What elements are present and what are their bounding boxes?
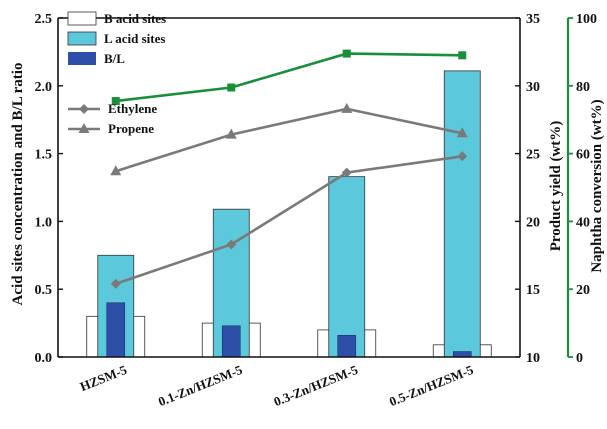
bars-layer xyxy=(86,70,492,358)
left-tick-label: 1.0 xyxy=(35,215,53,230)
right1-tick-label: 30 xyxy=(526,80,540,95)
right-axis-1-title: Product yield (wt%) xyxy=(548,121,564,252)
left-axis-title: Acid sites concentration and B/L ratio xyxy=(10,63,26,306)
right2-tick-label: 100 xyxy=(576,12,597,27)
right2-tick-label: 0 xyxy=(576,351,583,366)
right1-tick-label: 15 xyxy=(526,283,540,298)
legend-marker-ethylene xyxy=(79,104,89,114)
category-label: 0.5-Zn/HZSM-5 xyxy=(387,362,476,410)
left-tick-label: 2.5 xyxy=(35,12,53,27)
legend-label-bl: B/L xyxy=(104,51,125,66)
right2-tick-label: 80 xyxy=(576,80,590,95)
legend-label-l-acid: L acid sites xyxy=(104,31,165,46)
right2-tick-label: 40 xyxy=(576,215,590,230)
left-tick-label: 0.5 xyxy=(35,283,53,298)
right2-tick-label: 20 xyxy=(576,283,590,298)
left-tick-label: 1.5 xyxy=(35,148,53,163)
left-tick-label: 2.0 xyxy=(35,80,53,95)
point-propene xyxy=(341,102,353,113)
right1-tick-label: 25 xyxy=(526,148,540,163)
line-series-ethylene xyxy=(115,155,463,286)
left-tick-label: 0.0 xyxy=(35,351,53,366)
point-naphtha-conversion xyxy=(342,49,351,58)
right1-tick-label: 35 xyxy=(526,12,540,27)
point-ethylene xyxy=(457,151,468,162)
legend-label-ethylene: Ethylene xyxy=(108,101,157,116)
lines-layer xyxy=(110,49,468,289)
point-propene xyxy=(225,128,237,139)
right-axis-2-title: Naphtha conversion (wt%) xyxy=(589,99,605,272)
legend: B acid sites L acid sites B/L Ethylene Prope… xyxy=(67,11,166,136)
bar-b-l-ratio xyxy=(106,302,126,358)
point-naphtha-conversion xyxy=(227,83,236,92)
point-naphtha-conversion xyxy=(458,51,467,60)
point-propene xyxy=(456,127,468,138)
legend-label-propene: Propene xyxy=(108,121,154,136)
line-series-propene xyxy=(115,107,463,173)
right1-tick-label: 10 xyxy=(526,351,540,366)
line-series-naphtha-conversion xyxy=(115,52,463,103)
bar-b-l-ratio xyxy=(337,335,357,358)
bar-b-l-ratio xyxy=(452,351,472,358)
right2-tick-label: 60 xyxy=(576,148,590,163)
legend-swatch-b-acid xyxy=(67,11,97,26)
point-naphtha-conversion xyxy=(111,97,120,106)
point-ethylene xyxy=(341,167,352,178)
bar-l-acid-sites xyxy=(328,176,366,358)
point-propene xyxy=(110,165,122,176)
point-ethylene xyxy=(110,278,121,289)
bar-b-l-ratio xyxy=(221,325,241,358)
bar-l-acid-sites xyxy=(443,70,481,358)
category-label: 0.1-Zn/HZSM-5 xyxy=(156,362,245,410)
legend-swatch-bl xyxy=(68,52,96,65)
category-label: HZSM-5 xyxy=(78,362,130,394)
legend-swatch-l-acid xyxy=(67,31,97,46)
point-ethylene xyxy=(226,239,237,250)
legend-marker-propene xyxy=(78,123,90,133)
legend-label-b-acid: B acid sites xyxy=(104,11,166,26)
right1-tick-label: 20 xyxy=(526,215,540,230)
category-label: 0.3-Zn/HZSM-5 xyxy=(272,362,361,410)
